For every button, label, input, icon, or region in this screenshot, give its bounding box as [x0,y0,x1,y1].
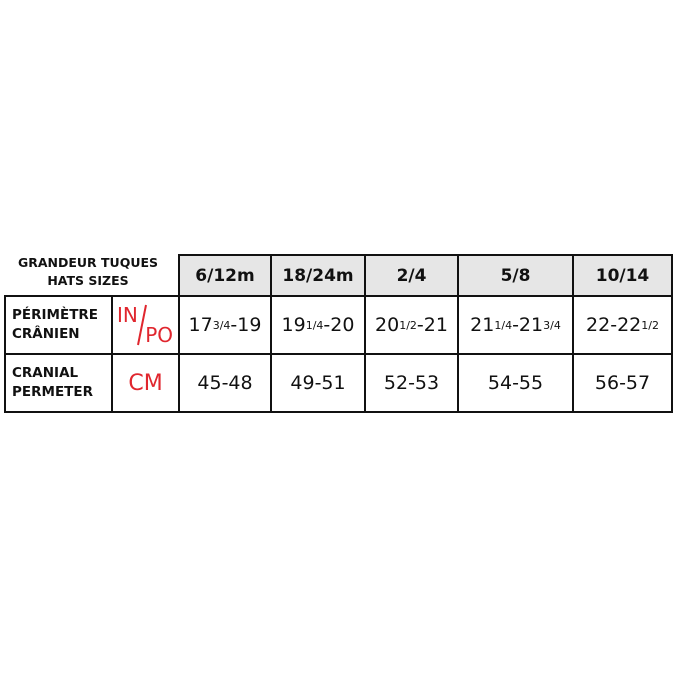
size-label: 10/14 [595,265,650,286]
value-text: 49-51 [290,372,346,394]
value-text: -20 [323,314,355,336]
size-value: 20 1/2 -21 [364,295,459,355]
value-text: 22-22 [586,314,642,336]
value-text: 52-53 [383,372,440,394]
unit-label: PO [145,323,173,347]
fraction: 1/2 [641,318,659,332]
caption-line: HATS SIZES [47,273,129,288]
value-text: 54-55 [487,372,544,394]
size-label: 2/4 [396,265,427,286]
size-label: 18/24m [282,265,354,286]
value-text: 19 [281,314,306,336]
value-text: 56-57 [594,372,651,394]
value-text: 20 [375,314,400,336]
value-text: -21 [416,314,448,336]
size-header: 10/14 [572,254,673,297]
size-value: 54-55 [457,353,574,413]
fraction: 1/2 [399,318,417,332]
fraction: 1/4 [494,318,513,332]
size-label: 6/12m [195,265,255,286]
table-caption: GRANDEUR TUQUES HATS SIZES [8,254,168,290]
row-label-line: CRANIAL [12,365,79,381]
size-value: 17 3/4 -19 [178,295,272,355]
value-text: 21 [470,314,495,336]
unit-divider [137,304,147,346]
fraction: 1/4 [305,318,324,332]
row-label-line: PÉRIMÈTRE [12,307,99,323]
size-value: 21 1/4 -21 3/4 [457,295,574,355]
size-value: 45-48 [178,353,272,413]
slash [137,304,147,346]
value-text: 45-48 [197,372,253,394]
unit-cell: CM [111,353,180,413]
row-label: CRANIAL PERMETER [4,353,113,413]
size-header: 6/12m [178,254,272,297]
unit-label: CM [128,370,163,396]
size-value: 19 1/4 -20 [270,295,366,355]
fraction: 3/4 [212,318,231,332]
size-header: 18/24m [270,254,366,297]
caption-line: GRANDEUR TUQUES [17,255,159,270]
row-label-line: PERMETER [12,384,93,400]
row-label: PÉRIMÈTRE CRÂNIEN [4,295,113,355]
size-header: 2/4 [364,254,459,297]
size-value: 22-22 1/2 [572,295,673,355]
value-text: -21 [512,314,544,336]
unit-cell: IN PO [111,295,180,355]
unit-label: IN [117,303,138,327]
size-header: 5/8 [457,254,574,297]
size-value: 56-57 [572,353,673,413]
value-text: 17 [188,314,213,336]
value-text: -19 [230,314,262,336]
size-label: 5/8 [500,265,531,286]
size-value: 49-51 [270,353,366,413]
size-value: 52-53 [364,353,459,413]
fraction: 3/4 [543,318,561,332]
row-label-line: CRÂNIEN [12,326,80,342]
